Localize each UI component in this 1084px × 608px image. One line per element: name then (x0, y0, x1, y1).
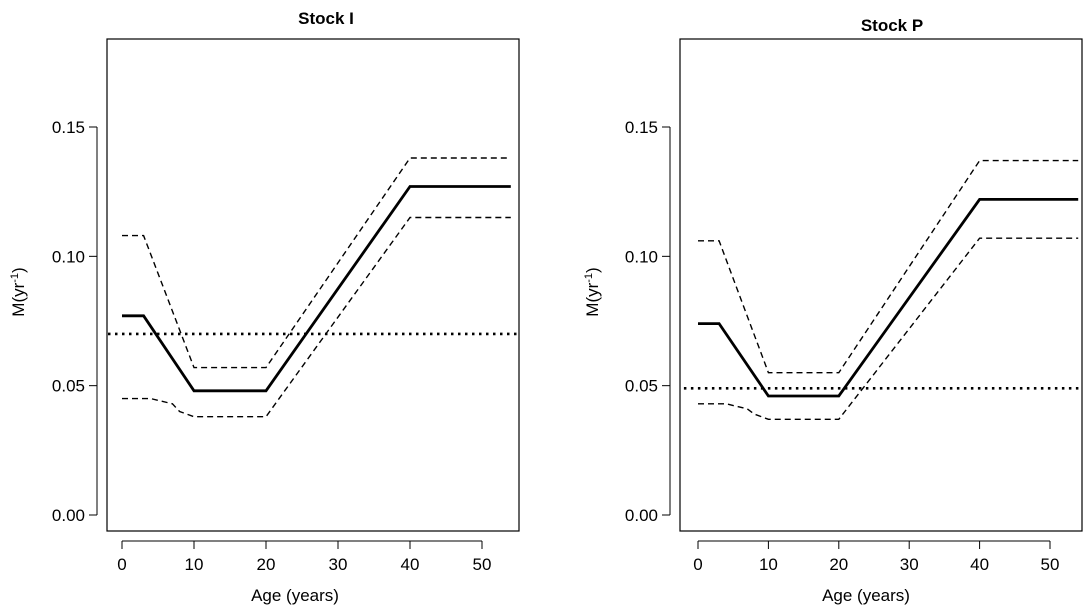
y-axis: 0.00 0.05 0.10 0.15 (52, 118, 98, 525)
y-tick-label: 0.10 (52, 247, 85, 266)
y-axis-label: M(yr-1) (583, 267, 602, 316)
x-tick-label: 40 (970, 555, 989, 574)
chart-title: Stock P (861, 16, 923, 35)
series-layer (683, 159, 1081, 420)
confidence-bound-line (122, 157, 511, 369)
plot-frame (106, 38, 520, 532)
y-axis-label-close: ) (9, 267, 28, 273)
y-axis-label-superscript: -1 (583, 273, 595, 283)
x-tick-label: 50 (1041, 555, 1060, 574)
x-tick-label: 0 (117, 555, 126, 574)
x-tick-label: 20 (829, 555, 848, 574)
y-tick-label: 0.05 (52, 377, 85, 396)
y-axis-label-main: M(yr (9, 282, 28, 316)
x-tick-label: 40 (401, 555, 420, 574)
y-axis: 0.00 0.05 0.10 0.15 (625, 118, 671, 525)
y-axis-label: M(yr-1) (9, 267, 28, 316)
estimate-line (698, 197, 1079, 398)
x-tick-label: 20 (257, 555, 276, 574)
y-tick-label: 0.15 (52, 118, 85, 137)
panel-stock-i: Stock I 0 10 20 30 40 50 0.00 0.05 0.10 0.15 Age… (9, 9, 520, 605)
x-tick-label: 30 (900, 555, 919, 574)
y-tick-label: 0.05 (625, 377, 658, 396)
y-axis-label-main: M(yr (583, 282, 602, 316)
y-tick-label: 0.00 (52, 506, 85, 525)
x-tick-label: 0 (693, 555, 702, 574)
confidence-bound-line (122, 216, 511, 418)
y-tick-label: 0.00 (625, 506, 658, 525)
series-layer (108, 157, 518, 418)
y-axis-label-superscript: -1 (9, 273, 21, 283)
x-axis: 0 10 20 30 40 50 (117, 540, 492, 574)
x-axis: 0 10 20 30 40 50 (693, 540, 1060, 574)
x-tick-label: 10 (759, 555, 778, 574)
confidence-bound-line (698, 159, 1079, 374)
x-tick-label: 10 (185, 555, 204, 574)
x-tick-label: 50 (473, 555, 492, 574)
y-axis-label-close: ) (583, 267, 602, 273)
plot-frame (679, 38, 1083, 532)
y-tick-label: 0.10 (625, 247, 658, 266)
x-axis-label: Age (years) (251, 586, 339, 605)
estimate-line (122, 185, 511, 393)
x-axis-label: Age (years) (822, 586, 910, 605)
panel-stock-p: Stock P 0 10 20 30 40 50 0.00 0.05 0.10 0.15 Age… (583, 16, 1083, 605)
y-tick-label: 0.15 (625, 118, 658, 137)
x-tick-label: 30 (329, 555, 348, 574)
chart-title: Stock I (298, 9, 354, 28)
confidence-bound-line (698, 237, 1079, 420)
